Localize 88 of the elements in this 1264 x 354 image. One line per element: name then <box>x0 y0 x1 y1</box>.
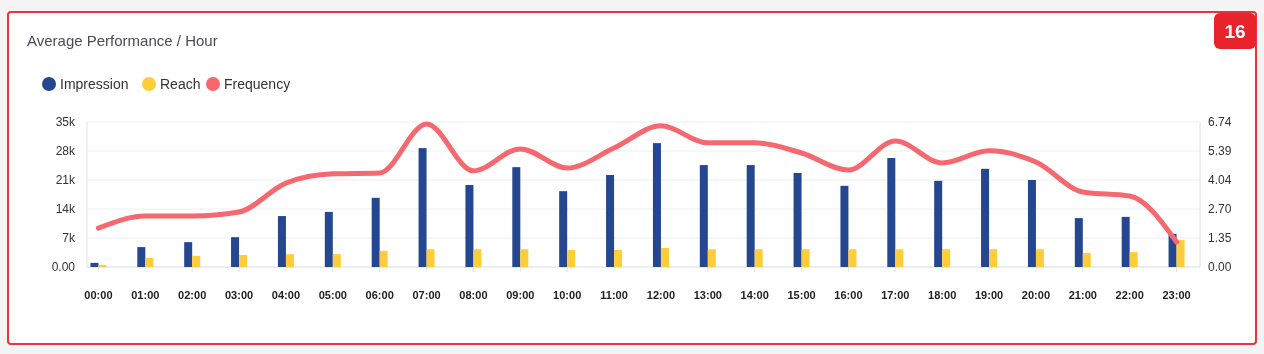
bar <box>184 242 193 267</box>
x-tick-label: 12:00 <box>646 289 676 301</box>
bar <box>324 211 333 267</box>
x-tick-label: 06:00 <box>365 289 394 301</box>
bar <box>277 216 286 267</box>
y-tick-label: 7k <box>62 231 76 245</box>
x-tick-label: 10:00 <box>553 289 582 301</box>
y2-tick-label: 6.74 <box>1208 115 1232 129</box>
bar <box>1121 216 1130 267</box>
bar <box>848 249 857 267</box>
x-tick-label: 01:00 <box>131 289 160 301</box>
bar <box>520 249 529 267</box>
bar <box>332 254 341 267</box>
bar <box>942 249 951 267</box>
x-tick-label: 18:00 <box>928 289 957 301</box>
bar <box>465 184 474 267</box>
x-tick-label: 11:00 <box>600 289 628 301</box>
y-tick-label: 35k <box>55 115 76 129</box>
bar <box>90 262 99 267</box>
x-tick-label: 20:00 <box>1021 289 1051 301</box>
bar <box>895 249 904 267</box>
bar <box>1074 218 1083 267</box>
bar <box>1027 180 1036 267</box>
legend-label: Reach <box>160 76 201 92</box>
x-tick-label: 03:00 <box>224 289 254 301</box>
x-tick-label: 14:00 <box>740 289 769 301</box>
y-tick-label: 14k <box>55 202 76 216</box>
x-tick-label: 08:00 <box>459 289 488 301</box>
x-tick-label: 05:00 <box>318 289 347 301</box>
x-tick-label: 00:00 <box>84 289 113 301</box>
bar <box>418 148 427 267</box>
x-tick-label: 19:00 <box>974 289 1004 301</box>
bar <box>801 249 810 267</box>
bar <box>239 254 248 267</box>
y2-tick-label: 4.04 <box>1208 173 1232 188</box>
x-tick-label: 21:00 <box>1068 289 1097 301</box>
x-tick-label: 04:00 <box>271 289 301 301</box>
bar <box>192 255 201 267</box>
bar <box>426 249 435 267</box>
bar <box>707 249 716 267</box>
x-tick-label: 02:00 <box>178 289 207 301</box>
bar <box>660 247 669 267</box>
y-tick-label: 0.00 <box>51 260 76 274</box>
y-tick-label: 28k <box>55 144 76 158</box>
bar <box>137 247 146 267</box>
bar <box>567 250 576 267</box>
bar <box>614 250 623 267</box>
bar <box>512 167 521 267</box>
bar <box>793 172 802 267</box>
bar <box>1035 249 1044 267</box>
bar <box>934 180 943 267</box>
y2-tick-label: 5.39 <box>1208 144 1232 159</box>
bar <box>746 165 755 267</box>
bar <box>379 250 388 267</box>
bar <box>473 249 482 267</box>
x-tick-label: 16:00 <box>834 289 863 301</box>
bar <box>699 165 708 267</box>
x-tick-label: 17:00 <box>881 289 910 301</box>
y-tick-label: 21k <box>55 173 76 187</box>
y2-tick-label: 2.70 <box>1208 201 1232 216</box>
legend-label: Impression <box>60 76 129 92</box>
bar <box>1129 252 1138 267</box>
bar <box>1176 240 1185 267</box>
bar <box>145 257 154 267</box>
bar <box>840 185 849 267</box>
bar <box>231 237 240 267</box>
x-tick-label: 07:00 <box>412 289 441 301</box>
bar <box>981 168 990 267</box>
x-tick-label: 09:00 <box>506 289 535 301</box>
x-tick-label: 23:00 <box>1162 289 1191 301</box>
bar <box>887 158 896 267</box>
bar <box>989 249 998 267</box>
bar <box>371 197 380 267</box>
bar <box>652 143 661 267</box>
bar <box>285 254 294 267</box>
bar <box>754 249 763 267</box>
x-tick-label: 22:00 <box>1115 289 1144 301</box>
bar <box>559 191 568 267</box>
x-tick-label: 15:00 <box>787 289 816 301</box>
legend-label: Frequency <box>224 76 291 92</box>
text: 16 <box>1224 21 1246 42</box>
bar <box>98 264 107 267</box>
y2-tick-label: 0.00 <box>1208 260 1232 274</box>
bar <box>606 175 615 267</box>
chart-title: Average Performance / Hour <box>27 32 218 49</box>
x-tick-label: 13:00 <box>693 289 722 301</box>
bar <box>1082 252 1091 267</box>
y2-tick-label: 1.35 <box>1208 230 1232 245</box>
